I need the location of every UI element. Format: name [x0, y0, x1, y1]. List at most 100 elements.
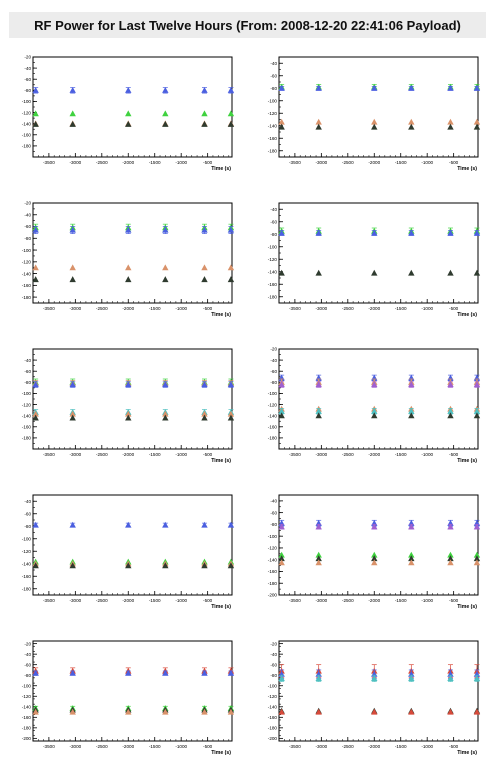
data-point — [473, 551, 481, 558]
plot-frame — [278, 202, 479, 304]
y-tick-label: -120 — [22, 402, 32, 407]
y-tick-label: -140 — [268, 704, 278, 709]
data-point — [227, 276, 235, 283]
page-title-bar: RF Power for Last Twelve Hours (From: 20… — [9, 12, 486, 38]
data-point — [125, 410, 132, 417]
data-point — [447, 118, 454, 125]
chart-panel-9: -20 -40 -60 -80 -100 -120 -140 -160 -180 -200 -350… — [22, 640, 235, 756]
x-tick-label: -1000 — [175, 598, 187, 603]
y-tick-label: -100 — [22, 99, 32, 104]
data-point — [447, 381, 454, 388]
data-point — [278, 118, 285, 125]
data-point — [227, 410, 235, 417]
data-point — [473, 407, 481, 414]
data-point — [447, 407, 454, 414]
data-point — [201, 110, 208, 117]
x-tick-label: -1500 — [149, 744, 161, 749]
data-point — [125, 381, 132, 388]
data-point — [447, 675, 454, 681]
data-point — [32, 226, 39, 233]
x-tick-label: -3000 — [69, 160, 81, 165]
y-tick-label: -100 — [22, 536, 32, 541]
data-point — [69, 708, 76, 715]
x-axis-label: Time (s) — [211, 458, 231, 464]
y-tick-label: -180 — [22, 586, 32, 591]
x-tick-label: -3000 — [69, 744, 81, 749]
chart-panel-2: -40 -60 -80 -100 -120 -140 -160 -180 -3500 -3000 -… — [268, 56, 481, 172]
y-tick-label: -160 — [268, 136, 278, 141]
y-tick-label: -180 — [268, 581, 278, 586]
y-tick-label: -140 — [268, 413, 278, 418]
data-point — [315, 84, 322, 91]
y-tick-label: -80 — [24, 236, 31, 241]
data-point — [278, 675, 285, 681]
x-tick-label: -1000 — [421, 160, 433, 165]
data-point — [201, 264, 208, 271]
data-point — [371, 269, 378, 276]
data-point — [315, 407, 322, 414]
y-tick-label: -120 — [268, 546, 278, 551]
data-point — [162, 562, 169, 569]
y-tick-label: -60 — [24, 369, 31, 374]
x-tick-label: -3000 — [315, 452, 327, 457]
x-tick-label: -3000 — [315, 744, 327, 749]
data-point — [32, 521, 39, 528]
data-point — [201, 381, 208, 388]
data-point — [371, 84, 378, 91]
data-point — [278, 407, 285, 414]
data-point — [227, 562, 235, 569]
y-tick-label: -200 — [268, 736, 278, 741]
y-tick-label: -120 — [22, 110, 32, 115]
data-point — [371, 559, 378, 566]
data-point — [125, 708, 132, 715]
data-point — [371, 708, 378, 715]
x-axis-label: Time (s) — [211, 166, 231, 172]
data-point — [32, 410, 39, 417]
x-tick-label: -3000 — [315, 306, 327, 311]
data-point — [473, 555, 481, 562]
data-point — [125, 120, 132, 127]
y-tick-label: -180 — [22, 144, 32, 149]
plot-frame — [32, 348, 233, 450]
data-point — [69, 414, 76, 421]
data-point — [162, 110, 169, 117]
data-point — [278, 269, 285, 276]
y-tick-label: -120 — [268, 402, 278, 407]
data-point — [315, 551, 322, 558]
y-tick-label: -40 — [24, 358, 31, 363]
x-tick-label: -3500 — [43, 160, 55, 165]
data-point — [408, 675, 415, 681]
x-tick-label: -3500 — [43, 598, 55, 603]
y-tick-label: -120 — [268, 694, 278, 699]
data-point — [201, 562, 208, 569]
x-tick-label: -2500 — [342, 598, 354, 603]
data-point — [162, 120, 169, 127]
y-tick-label: -40 — [24, 212, 31, 217]
chart-panel-8: -40 -60 -80 -100 -120 -140 -160 -180 -200 -3500 -3… — [268, 494, 481, 610]
data-point — [278, 229, 285, 236]
y-tick-label: -180 — [22, 295, 32, 300]
y-tick-label: -80 — [270, 232, 277, 237]
y-tick-label: -20 — [24, 641, 31, 646]
data-point — [162, 276, 169, 283]
x-tick-label: -1000 — [175, 452, 187, 457]
data-point — [371, 118, 378, 125]
y-tick-label: -160 — [22, 424, 32, 429]
x-tick-label: -1500 — [395, 160, 407, 165]
y-tick-label: -40 — [270, 61, 277, 66]
x-tick-label: -1000 — [175, 744, 187, 749]
chart-panel-6: -20 -40 -60 -80 -100 -120 -140 -160 -180 -3500 -30… — [268, 347, 481, 464]
data-point — [227, 381, 235, 388]
x-tick-label: -3000 — [315, 160, 327, 165]
data-point — [227, 120, 235, 127]
data-point — [69, 226, 76, 233]
data-point — [473, 675, 481, 681]
y-tick-label: -160 — [268, 569, 278, 574]
y-tick-label: -40 — [270, 652, 277, 657]
y-tick-label: -100 — [22, 248, 32, 253]
data-point — [371, 523, 378, 530]
y-tick-label: -140 — [268, 123, 278, 128]
data-point — [408, 269, 415, 276]
data-point — [315, 412, 322, 419]
